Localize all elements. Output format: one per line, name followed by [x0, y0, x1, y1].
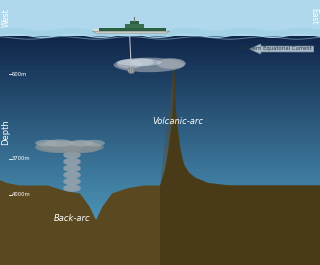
Ellipse shape	[35, 140, 58, 146]
Ellipse shape	[45, 139, 74, 147]
Polygon shape	[0, 208, 320, 211]
Polygon shape	[0, 97, 320, 101]
Polygon shape	[0, 177, 320, 181]
Polygon shape	[0, 162, 320, 166]
Ellipse shape	[40, 141, 104, 153]
Polygon shape	[0, 124, 320, 127]
Ellipse shape	[84, 140, 105, 146]
Polygon shape	[0, 254, 320, 257]
Ellipse shape	[35, 141, 83, 153]
Ellipse shape	[63, 171, 81, 179]
Polygon shape	[0, 120, 320, 124]
Ellipse shape	[63, 178, 81, 185]
Polygon shape	[0, 185, 320, 189]
Ellipse shape	[131, 58, 154, 66]
Polygon shape	[0, 66, 320, 70]
Polygon shape	[0, 93, 320, 97]
Polygon shape	[0, 173, 320, 177]
Polygon shape	[0, 74, 320, 78]
Polygon shape	[0, 43, 320, 47]
Polygon shape	[0, 158, 320, 162]
Ellipse shape	[62, 141, 101, 153]
Polygon shape	[0, 147, 320, 151]
Polygon shape	[0, 131, 320, 135]
Polygon shape	[93, 29, 99, 31]
Text: Back-arc: Back-arc	[54, 214, 90, 223]
Ellipse shape	[63, 165, 81, 172]
Polygon shape	[0, 189, 320, 192]
Ellipse shape	[63, 151, 81, 159]
Polygon shape	[93, 31, 170, 33]
Polygon shape	[0, 192, 320, 196]
Text: Northern Equatorial Current: Northern Equatorial Current	[238, 46, 312, 51]
Polygon shape	[0, 39, 320, 43]
Polygon shape	[160, 58, 320, 265]
Ellipse shape	[63, 158, 81, 165]
Polygon shape	[0, 211, 320, 215]
Polygon shape	[0, 215, 320, 219]
Polygon shape	[0, 151, 320, 154]
Polygon shape	[0, 261, 320, 265]
Polygon shape	[0, 47, 320, 51]
Polygon shape	[0, 51, 320, 55]
Polygon shape	[0, 238, 320, 242]
Polygon shape	[0, 250, 320, 254]
Polygon shape	[0, 105, 320, 108]
Ellipse shape	[117, 60, 142, 69]
Polygon shape	[0, 219, 320, 223]
Ellipse shape	[157, 58, 186, 69]
Polygon shape	[0, 227, 320, 231]
FancyArrow shape	[250, 44, 314, 54]
Polygon shape	[0, 112, 320, 116]
Polygon shape	[0, 59, 320, 63]
Polygon shape	[0, 257, 320, 261]
Text: Volcanic-arc: Volcanic-arc	[152, 117, 203, 126]
Text: East: East	[309, 8, 318, 25]
Polygon shape	[0, 139, 320, 143]
Polygon shape	[0, 55, 320, 59]
Polygon shape	[0, 204, 320, 208]
Polygon shape	[0, 82, 320, 85]
Polygon shape	[0, 89, 320, 93]
Polygon shape	[0, 200, 320, 204]
Polygon shape	[0, 127, 320, 131]
Polygon shape	[0, 116, 320, 120]
Polygon shape	[0, 70, 320, 74]
Polygon shape	[0, 154, 320, 158]
Text: 3700m: 3700m	[12, 157, 30, 161]
Polygon shape	[0, 180, 320, 265]
Text: 4000m: 4000m	[12, 192, 30, 197]
Polygon shape	[0, 85, 320, 89]
Ellipse shape	[70, 140, 94, 146]
Polygon shape	[0, 223, 320, 227]
Polygon shape	[125, 24, 144, 28]
Text: 500m: 500m	[12, 72, 27, 77]
Polygon shape	[0, 135, 320, 139]
Polygon shape	[0, 63, 320, 66]
Polygon shape	[130, 21, 139, 24]
Polygon shape	[0, 36, 320, 39]
Polygon shape	[0, 196, 320, 200]
Ellipse shape	[128, 68, 135, 73]
Text: West: West	[2, 8, 11, 27]
Polygon shape	[0, 170, 320, 173]
Ellipse shape	[117, 59, 162, 66]
Polygon shape	[99, 28, 166, 31]
Polygon shape	[0, 231, 320, 235]
Polygon shape	[160, 58, 174, 186]
Polygon shape	[0, 166, 320, 170]
Polygon shape	[0, 242, 320, 246]
Polygon shape	[0, 78, 320, 82]
Polygon shape	[0, 108, 320, 112]
Polygon shape	[0, 235, 320, 238]
Polygon shape	[0, 143, 320, 147]
Ellipse shape	[63, 184, 81, 192]
Polygon shape	[0, 0, 320, 36]
Polygon shape	[0, 101, 320, 105]
Ellipse shape	[114, 58, 184, 72]
Text: Depth: Depth	[1, 120, 10, 145]
Polygon shape	[0, 181, 320, 185]
Polygon shape	[0, 246, 320, 250]
